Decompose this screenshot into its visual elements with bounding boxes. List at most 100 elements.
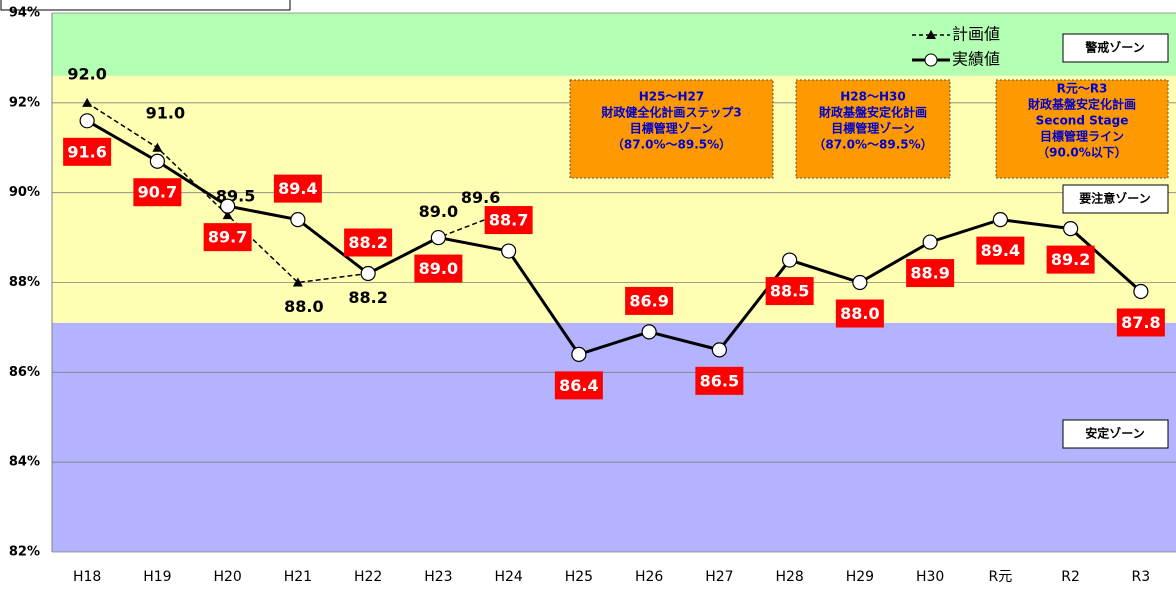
data-label-box: [344, 228, 393, 257]
annotation-text: 目標管理ゾーン: [630, 121, 713, 136]
marker: [1133, 283, 1149, 300]
y-tick-label: 92%: [9, 95, 40, 110]
data-label-box: [63, 137, 112, 166]
y-tick-label: 84%: [9, 455, 40, 470]
data-label-box: [765, 277, 814, 306]
annotation-text: 財政基盤安定化計画: [1027, 97, 1136, 112]
y-tick-label: 90%: [9, 185, 40, 200]
x-tick-label: H23: [424, 569, 452, 585]
data-label-box: [133, 178, 182, 207]
data-label-box: [1116, 308, 1165, 337]
zone-label-box: [1062, 184, 1169, 214]
marker: [149, 153, 165, 169]
legend-label: 実績値: [952, 50, 1000, 69]
data-label: 86.9: [629, 291, 668, 310]
x-tick-label: H26: [635, 569, 663, 585]
zone-label-box: [1062, 33, 1169, 63]
data-label: 89.2: [1051, 250, 1090, 269]
annotation-text: （87.0%～89.5%）: [612, 137, 731, 152]
data-label-box: [695, 366, 744, 395]
data-label: 91.6: [67, 142, 106, 161]
zone-label: 要注意ゾーン: [1079, 191, 1150, 206]
data-label-box: [414, 254, 463, 283]
data-label: 88.0: [284, 297, 323, 316]
x-tick-label: H27: [705, 569, 733, 585]
marker: [360, 265, 376, 282]
annotation-text: 目標管理ライン: [1040, 129, 1124, 144]
x-tick-label: R2: [1061, 569, 1080, 585]
data-label: 89.4: [981, 241, 1020, 260]
x-tick-label: H21: [284, 569, 312, 585]
data-label: 88.9: [910, 264, 949, 283]
data-label-box: [976, 236, 1025, 265]
marker: [222, 210, 233, 220]
x-tick-label: H19: [143, 569, 171, 585]
data-label: 90.7: [138, 183, 177, 202]
annotation-text: H28～H30: [840, 90, 906, 104]
x-tick-label: H24: [494, 569, 522, 585]
x-tick-label: R3: [1132, 569, 1151, 585]
data-label-box: [906, 259, 955, 288]
data-label: 89.0: [419, 202, 458, 221]
marker: [82, 97, 93, 107]
marker: [152, 142, 163, 152]
marker: [571, 346, 587, 362]
data-label: 89.0: [419, 259, 458, 278]
annotation-text: 目標管理ゾーン: [831, 121, 914, 136]
data-label: 89.6: [461, 188, 500, 207]
marker: [852, 274, 868, 291]
data-label-box: [203, 223, 252, 252]
marker: [501, 243, 517, 259]
data-label-box: [484, 206, 533, 235]
data-label-box: [554, 371, 603, 400]
x-tick-label: H22: [354, 569, 382, 585]
legend-marker: [924, 53, 938, 67]
data-label: 92.0: [67, 64, 106, 83]
x-tick-label: H25: [565, 569, 593, 585]
zone-label-box: [1062, 419, 1169, 449]
annotation-text: 財政健全化計画ステップ3: [600, 105, 741, 120]
data-label: 91.0: [146, 103, 185, 122]
data-label-box: [835, 299, 884, 328]
annotation-text: （90.0%以下）: [1037, 145, 1127, 160]
marker: [782, 252, 798, 268]
annotation-text: 財政基盤安定化計画: [818, 105, 927, 120]
zone: [52, 13, 1176, 76]
marker: [292, 277, 303, 287]
y-tick-label: 94%: [9, 6, 40, 21]
x-tick-label: H30: [916, 569, 944, 585]
data-label: 88.2: [348, 233, 387, 252]
data-label-box: [273, 174, 322, 203]
x-tick-label: H29: [846, 569, 874, 585]
marker: [290, 212, 306, 228]
y-tick-label: 88%: [9, 275, 40, 290]
data-label: 86.4: [559, 376, 598, 395]
x-tick-label: H28: [775, 569, 803, 585]
marker: [711, 342, 727, 358]
data-label-box: [625, 286, 674, 315]
legend-marker: [926, 30, 936, 39]
annotation-text: H25～H27: [639, 90, 705, 104]
header-box: [0, 0, 291, 11]
x-tick-label: R元: [989, 569, 1013, 585]
marker: [992, 212, 1008, 228]
marker: [79, 113, 95, 129]
y-tick-label: 82%: [9, 545, 40, 560]
data-label: 88.0: [840, 304, 879, 323]
x-tick-label: H18: [73, 569, 101, 585]
data-label: 89.4: [278, 179, 317, 198]
annotation-text: R元～R3: [1057, 82, 1108, 96]
data-label-box: [1046, 245, 1095, 274]
data-label: 88.7: [489, 211, 528, 230]
annotation-box: [795, 79, 951, 179]
data-label: 86.5: [700, 371, 739, 390]
annotation-box: [569, 79, 774, 179]
annotation-text: （87.0%～89.5%）: [813, 137, 932, 152]
marker: [922, 234, 938, 250]
series-line: [86, 119, 1142, 357]
y-tick-label: 86%: [9, 365, 40, 380]
marker: [430, 229, 446, 246]
annotation-box: [995, 79, 1169, 179]
x-tick-label: H20: [213, 569, 241, 585]
